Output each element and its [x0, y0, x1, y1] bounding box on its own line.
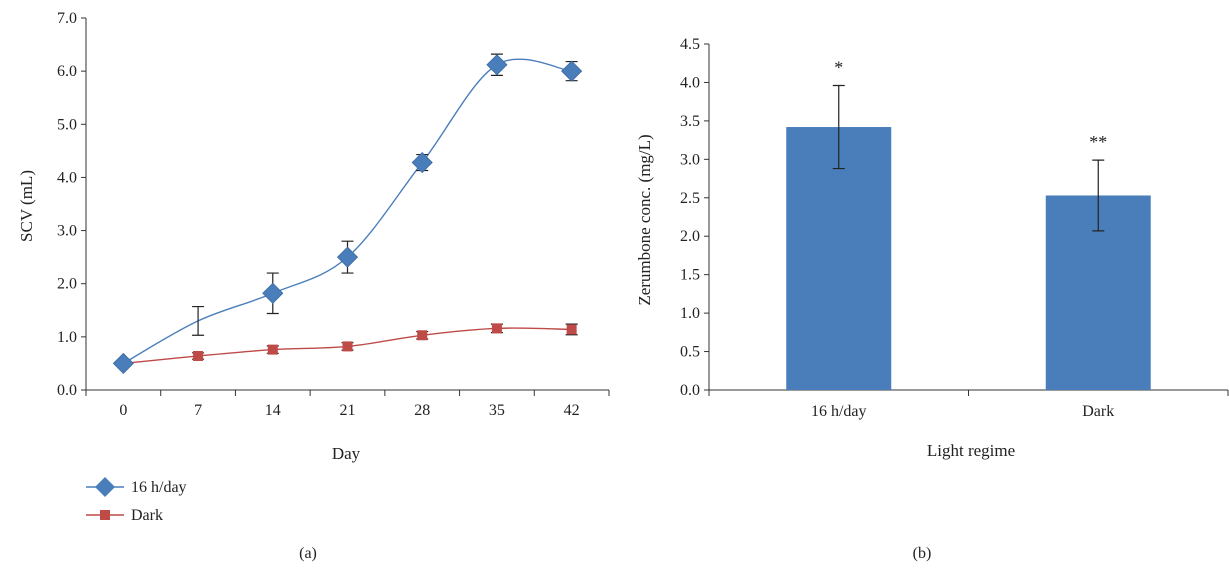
legend-label-16h: 16 h/day — [131, 479, 187, 496]
panel-a-x-axis-title: Day — [332, 444, 361, 463]
panel-a-y-tick-label: 3.0 — [57, 223, 77, 240]
series-line-16h — [123, 58, 572, 365]
panel-a-x-tick-label: 35 — [489, 402, 505, 419]
panel-b-label: (b) — [913, 545, 932, 562]
panel-b-y-tick-label: 1.5 — [680, 267, 700, 284]
panel-b-y-tick-label: 2.0 — [680, 228, 700, 245]
error-bar — [1092, 159, 1105, 232]
panel-a-x-tick-label: 21 — [340, 402, 356, 419]
data-point-dark — [342, 341, 353, 352]
data-point-dark — [193, 350, 204, 361]
panel-a-y-tick-label: 6.0 — [57, 63, 77, 80]
panel-b-y-tick-label: 3.0 — [680, 151, 700, 168]
panel-a-y-tick-label: 0.0 — [57, 382, 77, 399]
legend-marker-16h — [95, 477, 115, 497]
legend-swatches — [86, 477, 124, 520]
panel-a-x-tick-label: 0 — [119, 402, 127, 419]
bar-0 — [786, 127, 892, 390]
significance-label: * — [834, 58, 843, 78]
panel-b-y-tick-label: 2.5 — [680, 190, 700, 207]
panel-a-x-tick-label: 42 — [564, 402, 580, 419]
data-point-dark — [267, 344, 278, 355]
panel-a-legend: 16 h/day Dark — [86, 477, 187, 524]
data-point-16h — [486, 54, 508, 76]
panel-a-label: (a) — [299, 545, 317, 562]
panel-b-category-label: Dark — [1082, 403, 1114, 420]
legend-label-dark: Dark — [131, 507, 163, 524]
panel-a-x-tick-label: 14 — [265, 402, 281, 419]
data-point-16h — [411, 151, 433, 174]
panel-a-x-tick-label: 7 — [194, 402, 202, 419]
data-point-16h — [262, 282, 284, 304]
panel-a-y-tick-label: 7.0 — [57, 10, 77, 27]
data-point-16h — [336, 246, 359, 268]
data-point-16h — [561, 60, 583, 82]
panel-b-y-tick-label: 3.5 — [680, 113, 700, 130]
panel-b-y-tick-label: 0.5 — [680, 344, 700, 361]
panel-b-y-tick-label: 4.5 — [680, 36, 700, 53]
panel-b-y-axis-title: Zerumbone conc. (mg/L) — [635, 134, 654, 305]
panel-b-x-axis-title: Light regime — [927, 441, 1015, 460]
data-point-dark — [566, 324, 577, 335]
panel-a-x-tick-label: 28 — [414, 402, 430, 419]
data-point-dark — [491, 323, 502, 334]
error-bar — [192, 305, 205, 336]
error-bar — [832, 84, 845, 170]
data-point-16h — [112, 352, 134, 374]
panel-b-y-tick-label: 0.0 — [680, 382, 700, 399]
panel-a-y-tick-label: 1.0 — [57, 329, 77, 346]
panel-a-y-axis-title: SCV (mL) — [17, 170, 36, 242]
panel-b-y-tick-label: 1.0 — [680, 305, 700, 322]
panel-a-y-tick-label: 4.0 — [57, 169, 77, 186]
panel-b-category-label: 16 h/day — [811, 403, 867, 420]
data-point-dark — [417, 330, 428, 341]
legend-marker-dark — [100, 510, 110, 520]
panel-a-y-tick-label: 5.0 — [57, 116, 77, 133]
panel-b-bar-chart: Zerumbone conc. (mg/L) Light regime (b) … — [635, 36, 1229, 562]
panel-a-line-chart: SCV (mL) Day 16 h/day Dark (a) 0.0 1.0 2.0… — [17, 10, 610, 562]
significance-label: ** — [1089, 132, 1107, 152]
panel-a-y-tick-label: 2.0 — [57, 276, 77, 293]
panel-b-y-tick-label: 4.0 — [680, 74, 700, 91]
